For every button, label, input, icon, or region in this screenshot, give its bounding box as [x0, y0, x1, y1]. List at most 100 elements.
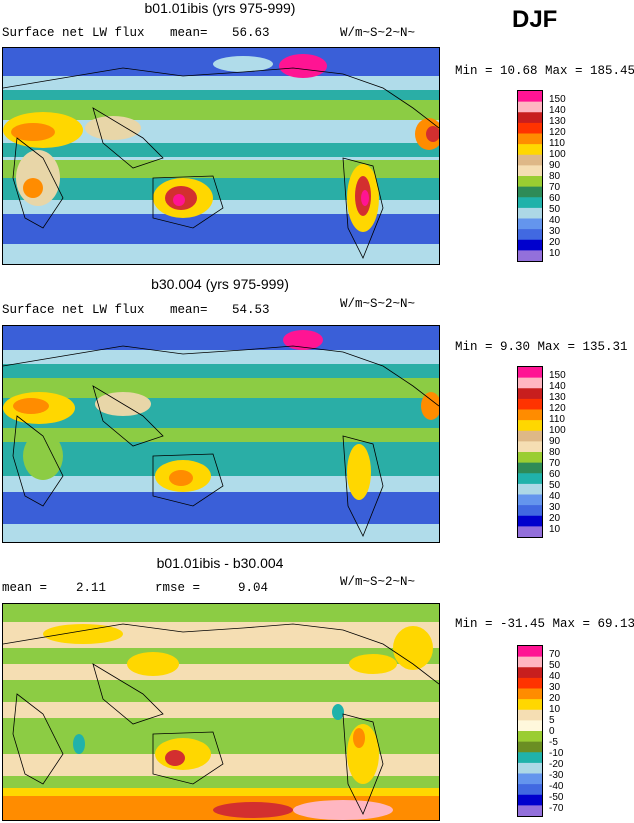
colorbar-tick-label: 110	[549, 138, 565, 149]
panel3-units: W/m~S~2~N~	[340, 575, 416, 589]
panel2-title: b30.004 (yrs 975-999)	[151, 276, 289, 292]
colorbar-tick-label: 70	[549, 649, 561, 660]
colorbar-tick-label: 20	[549, 237, 561, 248]
colorbar-swatch	[518, 250, 542, 262]
colorbar-swatch	[518, 677, 542, 690]
map-band	[3, 378, 439, 398]
colorbar-swatch	[518, 752, 542, 764]
colorbar-tick-label: 110	[549, 414, 565, 425]
colorbar-swatch	[518, 731, 542, 743]
colorbar-swatch	[518, 699, 542, 711]
map-coastlines	[3, 67, 439, 259]
colorbar-swatch	[518, 239, 542, 251]
panel2-units: W/m~S~2~N~	[340, 297, 416, 311]
panel3-mean-value: 2.11	[76, 581, 107, 595]
colorbar-swatch	[518, 494, 542, 506]
map-coastlines	[3, 623, 439, 815]
panel3-title: b01.01ibis - b30.004	[156, 555, 284, 571]
colorbar-tick-label: -30	[549, 770, 564, 781]
map-band	[3, 398, 439, 428]
panel1-map	[2, 47, 440, 265]
colorbar-swatch	[518, 207, 542, 220]
colorbar-tick-label: 60	[549, 469, 561, 480]
panel1-field-label: Surface net LW flux	[2, 26, 145, 40]
panel2-colorbar	[517, 366, 543, 538]
colorbar-swatch	[518, 452, 542, 464]
map-band	[3, 200, 439, 214]
colorbar-tick-label: 120	[549, 127, 566, 138]
panel2-map-svg	[3, 326, 439, 542]
panel1-mean-label: mean=	[170, 26, 208, 40]
colorbar-tick-label: 90	[549, 436, 561, 447]
colorbar-swatch	[518, 91, 542, 103]
map-blob	[293, 800, 393, 820]
colorbar-swatch	[518, 473, 542, 485]
colorbar-tick-label: 60	[549, 193, 561, 204]
colorbar-tick-label: 140	[549, 381, 566, 392]
colorbar-swatch	[518, 646, 542, 658]
map-blob	[213, 56, 273, 72]
colorbar-swatch	[518, 367, 542, 379]
colorbar-tick-label: 140	[549, 105, 566, 116]
map-blob	[361, 190, 369, 206]
panel1-map-svg	[3, 48, 439, 264]
map-band	[3, 143, 439, 157]
map-blob	[127, 652, 179, 676]
colorbar-swatch	[518, 420, 542, 432]
panel2-mean-label: mean=	[170, 303, 208, 317]
map-band	[3, 90, 439, 100]
panel3-map	[2, 603, 440, 821]
panel3-mean-label: mean =	[2, 581, 48, 595]
panel2-mean-value: 54.53	[232, 303, 270, 317]
colorbar-tick-label: 50	[549, 480, 561, 491]
colorbar-swatch	[518, 526, 542, 538]
colorbar-swatch	[518, 197, 542, 209]
colorbar-tick-label: 10	[549, 524, 561, 535]
colorbar-tick-label: 70	[549, 182, 561, 193]
map-band	[3, 350, 439, 364]
colorbar-swatch	[518, 101, 542, 113]
colorbar-tick-label: -5	[549, 737, 558, 748]
map-band	[3, 428, 439, 442]
colorbar-swatch	[518, 377, 542, 389]
colorbar-tick-label: 20	[549, 513, 561, 524]
map-blob	[213, 802, 293, 818]
colorbar-tick-label: 90	[549, 160, 561, 171]
panel2-min-max: Min = 9.30 Max = 135.31	[455, 340, 628, 354]
colorbar-tick-label: 100	[549, 149, 566, 160]
colorbar-swatch	[518, 154, 542, 166]
colorbar-tick-label: 80	[549, 171, 561, 182]
map-blob	[13, 398, 49, 414]
map-blob	[43, 624, 123, 644]
colorbar-tick-label: 100	[549, 425, 566, 436]
panel3-colorbar	[517, 645, 543, 817]
map-blob	[393, 626, 433, 670]
colorbar-swatch	[518, 409, 542, 421]
map-band	[3, 76, 439, 90]
colorbar-swatch	[518, 515, 542, 527]
colorbar-tick-label: 50	[549, 660, 561, 671]
colorbar-swatch	[518, 176, 542, 188]
colorbar-swatch	[518, 133, 542, 145]
map-blob	[23, 432, 63, 480]
colorbar-tick-label: 30	[549, 682, 561, 693]
colorbar-swatch	[518, 688, 542, 700]
map-band	[3, 160, 439, 178]
map-blob	[165, 750, 185, 766]
colorbar-tick-label: 130	[549, 392, 566, 403]
colorbar-swatch	[518, 165, 542, 177]
colorbar-tick-label: 80	[549, 447, 561, 458]
map-blob	[347, 444, 371, 500]
colorbar-swatch	[518, 462, 542, 474]
colorbar-tick-label: 40	[549, 491, 561, 502]
colorbar-tick-label: -40	[549, 781, 564, 792]
map-blob	[353, 728, 365, 748]
colorbar-tick-label: 70	[549, 458, 561, 469]
colorbar-swatch	[518, 709, 542, 721]
colorbar-tick-label: 40	[549, 215, 561, 226]
colorbar-tick-label: 120	[549, 403, 566, 414]
panel1-units: W/m~S~2~N~	[340, 26, 416, 40]
colorbar-tick-label: 40	[549, 671, 561, 682]
map-blob	[279, 54, 327, 78]
colorbar-swatch	[518, 398, 542, 411]
